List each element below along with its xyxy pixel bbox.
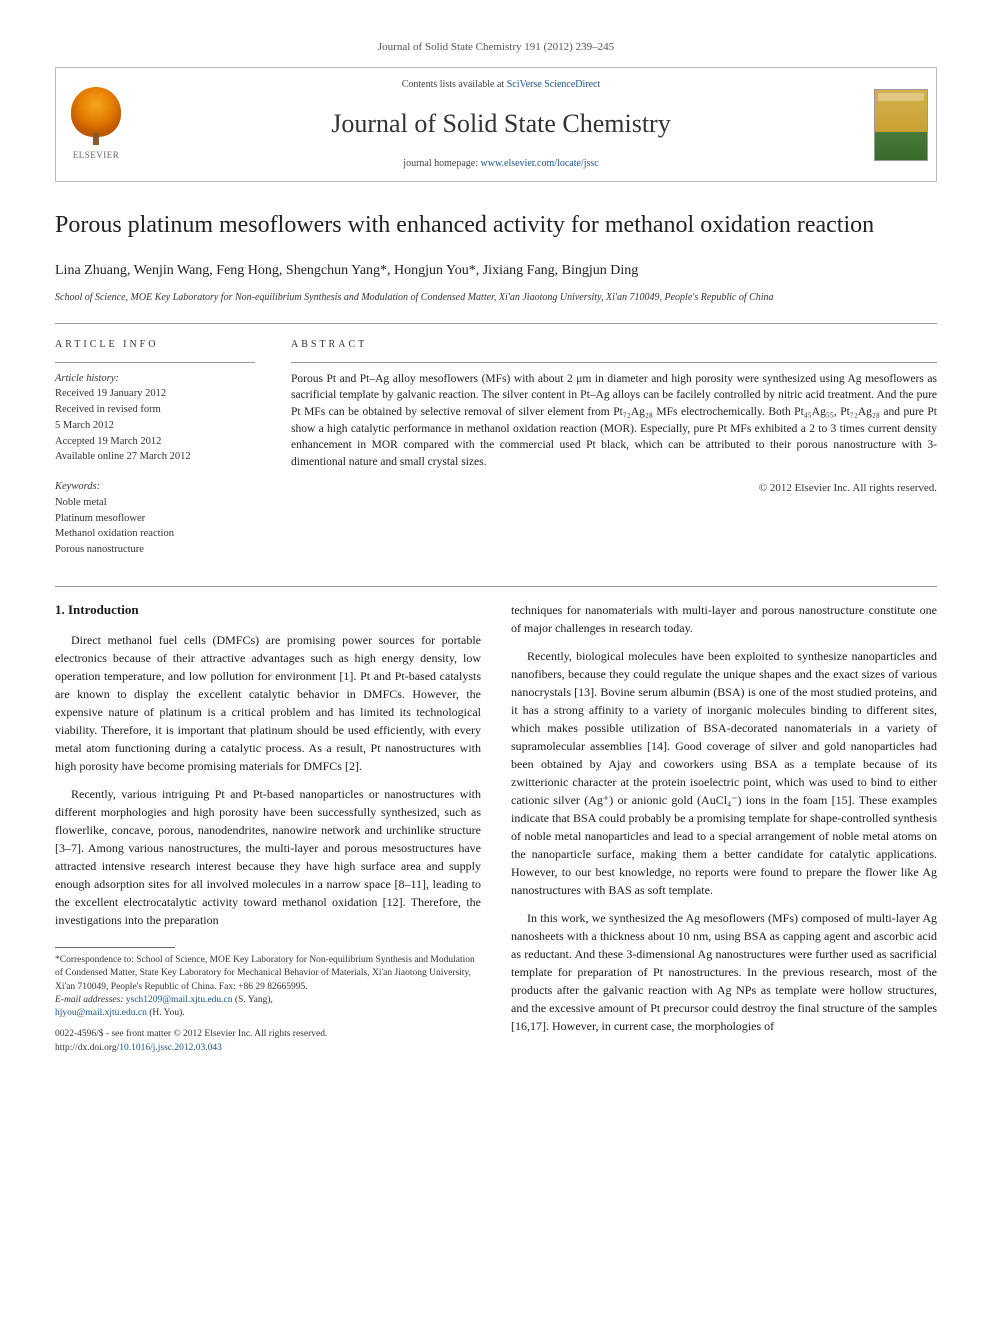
journal-header-box: ELSEVIER Contents lists available at Sci… bbox=[55, 67, 937, 181]
article-history: Article history: Received 19 January 201… bbox=[55, 371, 255, 558]
divider bbox=[55, 323, 937, 324]
authors-line: Lina Zhuang, Wenjin Wang, Feng Hong, She… bbox=[55, 261, 937, 281]
paragraph-1: Direct methanol fuel cells (DMFCs) are p… bbox=[55, 631, 481, 775]
article-info-header: article info bbox=[55, 338, 255, 352]
contents-prefix: Contents lists available at bbox=[402, 79, 507, 90]
homepage-prefix: journal homepage: bbox=[403, 158, 480, 169]
homepage-line: journal homepage: www.elsevier.com/locat… bbox=[156, 157, 846, 171]
section-1-heading: 1. Introduction bbox=[55, 601, 481, 619]
keyword-3: Methanol oxidation reaction bbox=[55, 526, 255, 542]
abstract-header: abstract bbox=[291, 338, 937, 352]
doi-block: 0022-4596/$ - see front matter © 2012 El… bbox=[55, 1028, 481, 1055]
doi-prefix: http://dx.doi.org/ bbox=[55, 1043, 119, 1053]
homepage-link[interactable]: www.elsevier.com/locate/jssc bbox=[481, 158, 599, 169]
keyword-1: Noble metal bbox=[55, 495, 255, 511]
front-matter-line: 0022-4596/$ - see front matter © 2012 El… bbox=[55, 1028, 481, 1041]
history-label: Article history: bbox=[55, 371, 255, 387]
abstract-text: Porous Pt and Pt–Ag alloy mesoflowers (M… bbox=[291, 371, 937, 471]
abstract-copyright: © 2012 Elsevier Inc. All rights reserved… bbox=[291, 481, 937, 496]
revised-line2: 5 March 2012 bbox=[55, 418, 255, 434]
left-column: 1. Introduction Direct methanol fuel cel… bbox=[55, 601, 481, 1055]
article-info-column: article info Article history: Received 1… bbox=[55, 338, 255, 558]
contents-available-line: Contents lists available at SciVerse Sci… bbox=[156, 78, 846, 92]
header-center: Contents lists available at SciVerse Sci… bbox=[136, 68, 866, 180]
abstract-column: abstract Porous Pt and Pt–Ag alloy mesof… bbox=[291, 338, 937, 558]
divider-2 bbox=[55, 586, 937, 587]
article-title: Porous platinum mesoflowers with enhance… bbox=[55, 210, 937, 241]
email-footnote: E-mail addresses: ysch1209@mail.xjtu.edu… bbox=[55, 994, 481, 1021]
info-divider bbox=[55, 362, 255, 363]
accepted-date: Accepted 19 March 2012 bbox=[55, 434, 255, 450]
keyword-4: Porous nanostructure bbox=[55, 542, 255, 558]
keyword-2: Platinum mesoflower bbox=[55, 511, 255, 527]
paragraph-2: Recently, various intriguing Pt and Pt-b… bbox=[55, 785, 481, 929]
elsevier-logo: ELSEVIER bbox=[56, 68, 136, 180]
journal-reference: Journal of Solid State Chemistry 191 (20… bbox=[55, 40, 937, 55]
email-link-1[interactable]: ysch1209@mail.xjtu.edu.cn bbox=[126, 995, 233, 1005]
online-date: Available online 27 March 2012 bbox=[55, 449, 255, 465]
doi-link[interactable]: 10.1016/j.jssc.2012.03.043 bbox=[119, 1043, 222, 1053]
journal-cover-thumb bbox=[866, 68, 936, 180]
paragraph-4: Recently, biological molecules have been… bbox=[511, 647, 937, 899]
info-abstract-row: article info Article history: Received 1… bbox=[55, 338, 937, 558]
cover-image-icon bbox=[874, 89, 928, 161]
affiliation: School of Science, MOE Key Laboratory fo… bbox=[55, 291, 937, 305]
journal-name: Journal of Solid State Chemistry bbox=[156, 106, 846, 142]
sciverse-link[interactable]: SciVerse ScienceDirect bbox=[507, 79, 601, 90]
email-name-1: (S. Yang), bbox=[233, 995, 273, 1005]
revised-line1: Received in revised form bbox=[55, 402, 255, 418]
correspondence-footnote: *Correspondence to: School of Science, M… bbox=[55, 954, 481, 994]
received-date: Received 19 January 2012 bbox=[55, 386, 255, 402]
keywords-label: Keywords: bbox=[55, 479, 255, 495]
body-columns: 1. Introduction Direct methanol fuel cel… bbox=[55, 601, 937, 1055]
email-label: E-mail addresses: bbox=[55, 995, 126, 1005]
elsevier-tree-icon bbox=[71, 87, 121, 137]
footnote-separator bbox=[55, 947, 175, 948]
paragraph-3: techniques for nanomaterials with multi-… bbox=[511, 601, 937, 637]
elsevier-label: ELSEVIER bbox=[73, 149, 120, 162]
email-link-2[interactable]: hjyou@mail.xjtu.edu.cn bbox=[55, 1008, 147, 1018]
abstract-divider bbox=[291, 362, 937, 363]
paragraph-5: In this work, we synthesized the Ag meso… bbox=[511, 909, 937, 1035]
right-column: techniques for nanomaterials with multi-… bbox=[511, 601, 937, 1055]
email-name-2: (H. You). bbox=[147, 1008, 185, 1018]
